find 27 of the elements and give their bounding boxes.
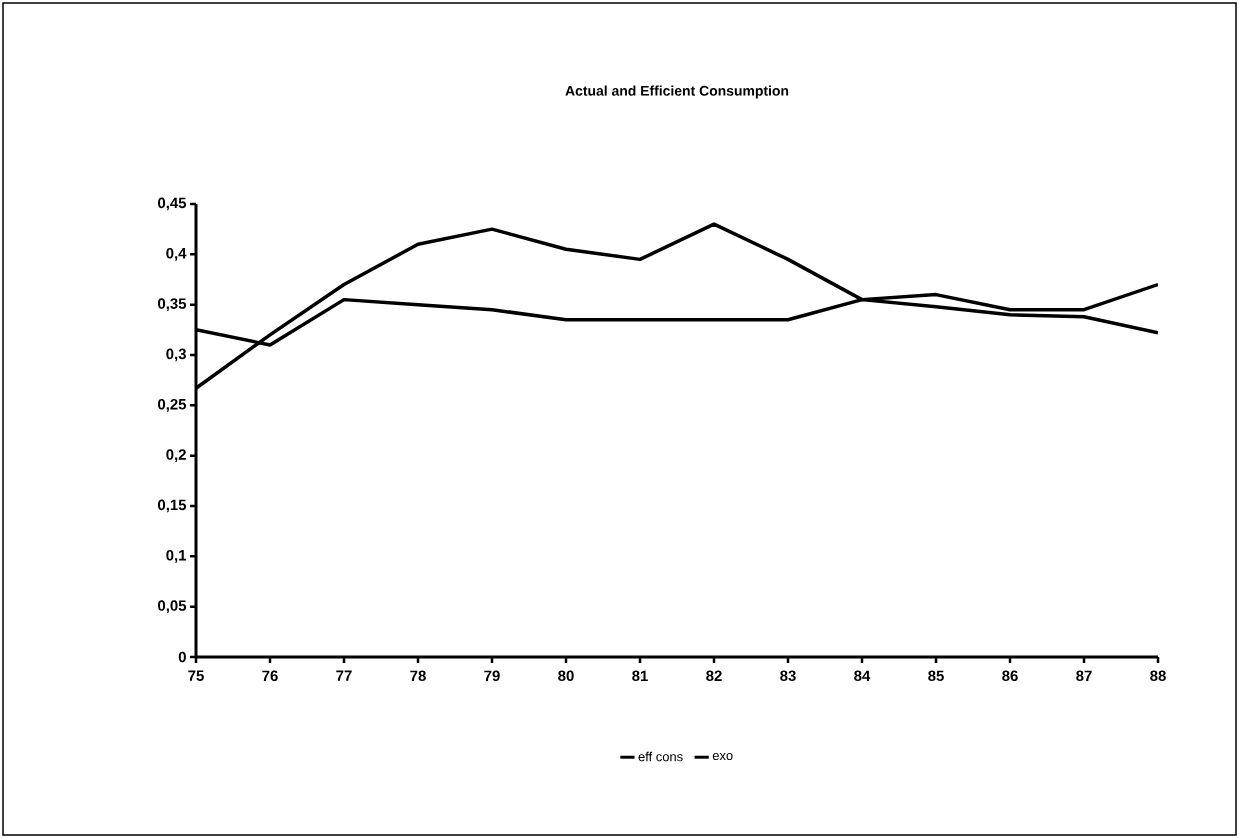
- y-tick-label: 0: [178, 651, 186, 663]
- x-tick-label: 78: [410, 670, 426, 682]
- x-tick-label: 86: [1002, 670, 1018, 682]
- x-tick-label: 83: [780, 670, 796, 682]
- legend-label: exo: [712, 752, 733, 761]
- x-tick-label: 79: [484, 670, 500, 682]
- x-tick-label: 82: [706, 670, 722, 682]
- x-tick-label: 88: [1150, 670, 1166, 682]
- x-tick-label: 85: [928, 670, 944, 682]
- x-tick-label: 76: [262, 670, 278, 682]
- x-tick-label: 87: [1076, 670, 1092, 682]
- y-tick-label: 0,25: [158, 398, 187, 412]
- x-tick-label: 75: [188, 670, 204, 681]
- y-tick-label: 0,4: [166, 247, 187, 261]
- y-tick-label: 0,05: [158, 600, 187, 614]
- x-tick-label: 84: [854, 670, 871, 682]
- x-tick-label: 80: [558, 670, 574, 682]
- legend-label: eff cons: [638, 751, 683, 762]
- y-tick-label: 0,35: [158, 298, 187, 312]
- y-tick-label: 0,15: [158, 499, 187, 513]
- y-tick-label: 0,2: [166, 449, 186, 463]
- y-tick-label: 0,45: [158, 197, 187, 211]
- x-tick-label: 77: [336, 670, 352, 681]
- y-tick-label: 0,1: [166, 549, 187, 563]
- y-tick-label: 0,3: [166, 348, 186, 362]
- chart-title: Actual and Efficient Consumption: [565, 85, 789, 99]
- x-tick-label: 81: [632, 670, 648, 682]
